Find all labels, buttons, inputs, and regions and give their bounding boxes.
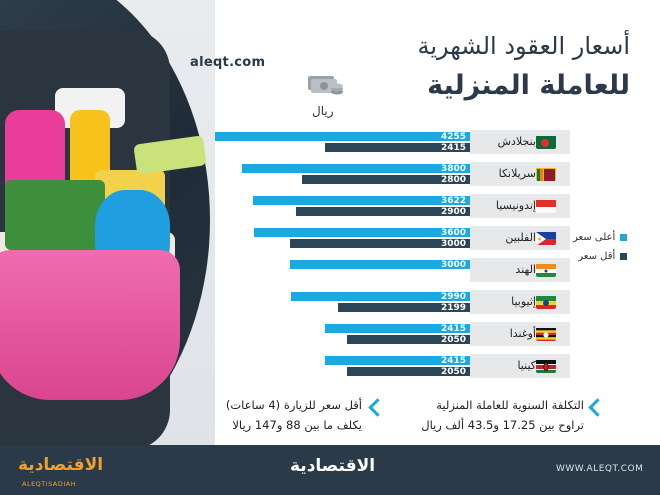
country-label: بنجلادش xyxy=(497,135,536,148)
legend-label-low: أقل سعر xyxy=(578,251,616,262)
currency-unit: ريال xyxy=(312,104,334,118)
bar-low-price xyxy=(302,175,470,184)
bar-low-value-label: 3000 xyxy=(441,239,467,249)
bar-high-value-label: 4255 xyxy=(441,132,467,142)
bar-high-price xyxy=(252,196,470,205)
annual-cost-chevron-icon xyxy=(588,398,607,417)
country-label: كينيا xyxy=(517,359,536,372)
flag-indonesia-icon xyxy=(536,199,556,213)
bar-high-price xyxy=(254,228,470,237)
bar-high-value-label: 3622 xyxy=(441,196,467,206)
cleaning-supplies-photo xyxy=(0,0,215,445)
country-label: أوغندا xyxy=(509,327,536,340)
flag-bangladesh-icon xyxy=(536,135,556,149)
bar-high-price xyxy=(325,324,470,333)
sponge-green xyxy=(5,180,105,250)
price-bar-chart: بنجلادش 4255 2415 سريلانكا 3800 2800 إندونيسيا… xyxy=(215,130,570,378)
footer-bar: الاقتصادية WWW.ALEQT.COM xyxy=(0,445,660,495)
country-label: سريلانكا xyxy=(498,167,536,180)
flag-philippines-icon xyxy=(536,231,556,245)
legend-item-low: أقل سعر xyxy=(573,251,628,262)
legend-label-high: أعلى سعر xyxy=(573,232,616,243)
legend-swatch-high xyxy=(620,234,628,241)
money-stack-icon xyxy=(308,76,343,95)
bar-high-value-label: 3600 xyxy=(441,228,467,238)
country-label: الفلبين xyxy=(505,231,536,244)
annual-cost-body: تراوح بين 17.25 و43.5 ألف ريال xyxy=(421,418,584,432)
page-title-line1: أسعار العقود الشهرية xyxy=(417,32,630,60)
legend-swatch-low xyxy=(620,253,628,260)
bar-low-value-label: 2900 xyxy=(441,207,467,217)
flag-uganda-icon xyxy=(536,327,556,341)
visit-price-title: أقل سعر للزيارة (4 ساعات) xyxy=(225,398,362,412)
footer-logo: الاقتصادية xyxy=(290,456,376,476)
visit-price-note: أقل سعر للزيارة (4 ساعات) يكلف ما بين 88… xyxy=(226,398,362,432)
bar-low-price xyxy=(338,303,470,312)
flag-india-icon xyxy=(536,263,556,277)
bar-low-value-label: 2800 xyxy=(441,175,467,185)
bar-low-price xyxy=(347,367,470,376)
bar-low-value-label: 2415 xyxy=(441,143,467,153)
bar-low-price xyxy=(296,207,470,216)
flag-kenya-icon xyxy=(536,359,556,373)
bar-high-value-label: 2990 xyxy=(441,292,467,302)
country-label: إثيوبيا xyxy=(511,295,536,308)
flag-sri-lanka-icon xyxy=(536,167,556,181)
footer-url[interactable]: WWW.ALEQT.COM xyxy=(556,464,644,474)
bar-high-price xyxy=(242,164,470,173)
bar-high-price xyxy=(290,292,470,301)
bar-low-value-label: 2050 xyxy=(441,335,467,345)
country-label: إندونيسيا xyxy=(495,199,536,212)
bar-high-price xyxy=(325,356,470,365)
corner-logo: الاقتصادية xyxy=(18,455,104,475)
flag-ethiopia-icon xyxy=(536,295,556,309)
bar-high-value-label: 3000 xyxy=(441,260,467,270)
bar-high-price xyxy=(215,132,470,141)
chart-legend: أعلى سعر أقل سعر xyxy=(573,232,628,270)
site-url[interactable]: aleqt.com xyxy=(190,55,266,70)
bar-low-value-label: 2199 xyxy=(441,303,467,313)
annual-cost-title: التكلفة السنوية للعاملة المنزلية xyxy=(436,398,584,412)
bar-low-price xyxy=(347,335,470,344)
visit-chevron-icon xyxy=(368,398,387,417)
annual-cost-note: التكلفة السنوية للعاملة المنزلية تراوح ب… xyxy=(421,398,584,432)
bar-low-price xyxy=(290,239,470,248)
pink-basket xyxy=(0,250,180,400)
bar-high-value-label: 3800 xyxy=(441,164,467,174)
country-label: الهند xyxy=(515,263,536,276)
bar-low-price xyxy=(325,143,470,152)
corner-logo-subtitle: ALEQTISADIAH xyxy=(22,480,77,488)
page-title-line2: للعاملة المنزلية xyxy=(427,70,630,101)
bar-high-value-label: 2415 xyxy=(441,324,467,334)
bar-low-value-label: 2050 xyxy=(441,367,467,377)
visit-price-body: يكلف ما بين 88 و147 ريالا xyxy=(232,418,362,432)
bar-high-value-label: 2415 xyxy=(441,356,467,366)
legend-item-high: أعلى سعر xyxy=(573,232,628,243)
bar-high-price xyxy=(290,260,470,269)
